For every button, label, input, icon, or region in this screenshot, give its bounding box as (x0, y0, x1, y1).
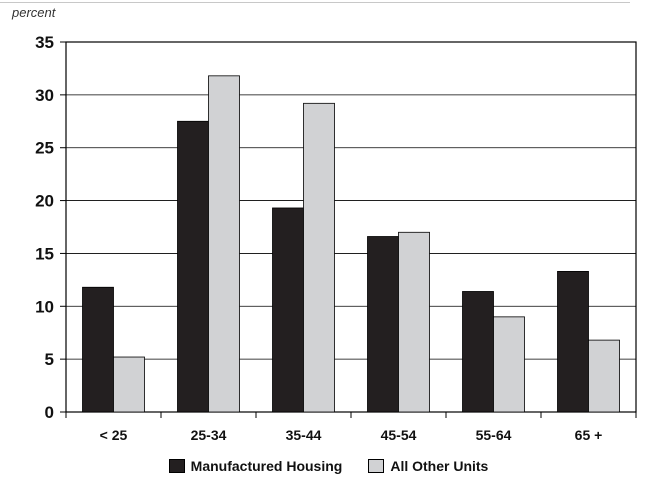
bar-manufactured-housing-0 (82, 286, 114, 413)
x-tick-label-0: < 25 (100, 427, 128, 443)
legend-swatch-all-other-units (368, 459, 385, 473)
legend-item-all-other-units: All Other Units (368, 458, 488, 474)
bar-manufactured-housing-3 (367, 236, 399, 413)
x-tick-label-1: 25-34 (191, 427, 227, 443)
x-tick-label-3: 45-54 (381, 427, 417, 443)
y-tick-label-30: 30 (35, 86, 54, 105)
x-tick-label-4: 55-64 (476, 427, 512, 443)
y-tick-label-25: 25 (35, 139, 54, 158)
bar-all-other-units-4 (493, 316, 525, 413)
y-tick-label-5: 5 (45, 350, 54, 369)
x-tick-label-2: 35-44 (286, 427, 322, 443)
top-rule (0, 2, 630, 3)
bar-all-other-units-2 (303, 102, 335, 413)
bar-manufactured-housing-2 (272, 207, 304, 413)
y-tick-label-0: 0 (45, 403, 54, 422)
legend-item-manufactured-housing: Manufactured Housing (168, 458, 343, 474)
bar-all-other-units-3 (398, 231, 430, 413)
bar-all-other-units-0 (113, 356, 145, 413)
y-unit-label: percent (12, 5, 56, 20)
legend-swatch-manufactured-housing (168, 459, 185, 473)
bar-all-other-units-1 (208, 75, 240, 413)
bar-manufactured-housing-4 (462, 291, 494, 413)
bar-chart: 0 5 10 15 20 25 30 35 < 25 25-34 35-44 45-54 55-64 65… (35, 33, 637, 443)
bar-all-other-units-5 (588, 339, 620, 413)
y-tick-label-15: 15 (35, 244, 54, 263)
legend: Manufactured Housing All Other Units (0, 458, 657, 474)
y-tick-label-35: 35 (35, 33, 54, 52)
x-tick-label-5: 65 + (575, 427, 603, 443)
bar-manufactured-housing-1 (177, 120, 209, 413)
y-tick-label-10: 10 (35, 297, 54, 316)
y-tick-label-20: 20 (35, 192, 54, 211)
bar-manufactured-housing-5 (557, 270, 589, 413)
legend-label-all-other-units: All Other Units (390, 458, 489, 474)
legend-label-manufactured-housing: Manufactured Housing (190, 458, 343, 474)
plot-frame (65, 41, 637, 413)
